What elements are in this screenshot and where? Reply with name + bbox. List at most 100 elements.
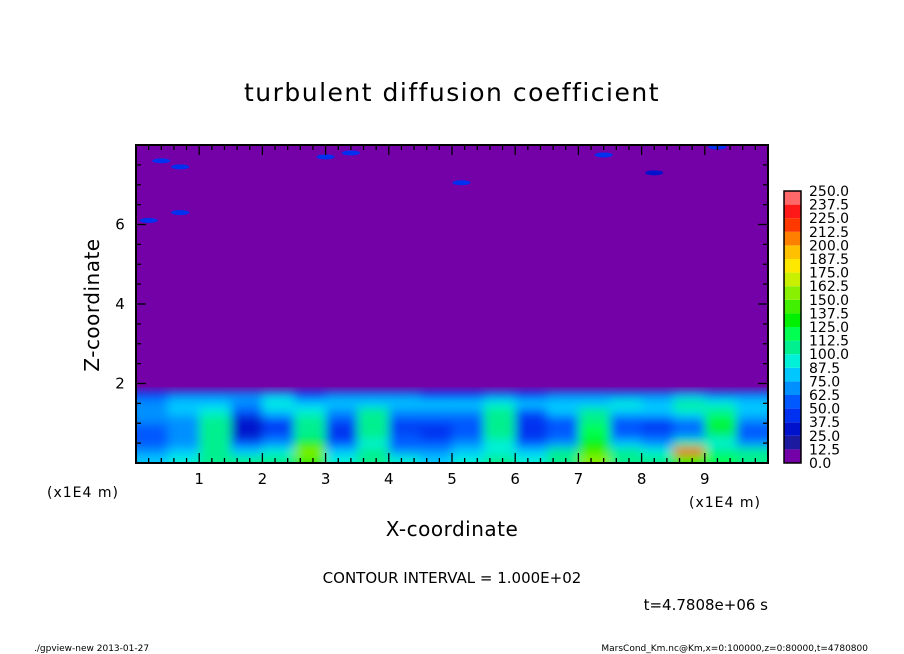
heatmap-cell: [736, 415, 768, 424]
heatmap-cell: [641, 439, 674, 448]
turbulent-patch: [171, 164, 190, 170]
colorbar-label: 62.5: [809, 388, 840, 404]
heatmap-cell: [578, 415, 611, 424]
colorbar-swatch: [784, 327, 801, 341]
colorbar-swatch: [784, 354, 801, 368]
heatmap-cell: [483, 399, 516, 408]
colorbar-swatch: [784, 259, 801, 273]
heatmap-cell: [641, 407, 674, 416]
heatmap-cell: [452, 407, 485, 416]
heatmap-cell: [136, 431, 169, 440]
heatmap-cell: [136, 407, 169, 416]
heatmap-cell: [578, 447, 611, 456]
heatmap-cell: [704, 407, 737, 416]
turbulent-patch: [139, 218, 158, 224]
colorbar-frame: [783, 190, 802, 464]
heatmap-cell: [673, 399, 706, 408]
heatmap-cell: [546, 431, 579, 440]
heatmap-cell: [704, 447, 737, 456]
heatmap-cell: [167, 415, 200, 424]
heatmap-cell: [641, 423, 674, 432]
heatmap-cell: [515, 399, 548, 408]
colorbar-label: 87.5: [809, 361, 840, 377]
colorbar-swatch: [784, 395, 801, 409]
heatmap-cell: [325, 455, 358, 463]
heatmap-cell: [136, 447, 169, 456]
x-unit-label-left: (x1E4 m): [47, 485, 119, 501]
heatmap-cell: [388, 447, 421, 456]
turbulent-patch: [152, 158, 171, 164]
heatmap-cell: [578, 391, 611, 400]
colorbar-swatch: [784, 231, 801, 246]
heatmap-cell: [704, 423, 737, 432]
heatmap-cell: [294, 399, 327, 408]
colorbar-label: 75.0: [809, 374, 840, 390]
heatmap-cell: [230, 399, 263, 408]
x-tick-label: 1: [194, 470, 204, 488]
colorbar-swatch: [784, 299, 801, 314]
turbulent-patch: [452, 180, 471, 186]
heatmap-cell: [736, 439, 768, 448]
heatmap-cell: [199, 447, 232, 456]
heatmap-cell: [452, 399, 485, 408]
heatmap-cell: [262, 455, 295, 463]
heatmap-cell: [136, 439, 169, 448]
heatmap-cell: [483, 447, 516, 456]
heatmap-cell: [515, 407, 548, 416]
turbulent-patch: [594, 152, 613, 158]
heatmap-cell: [388, 407, 421, 416]
colorbar-swatch: [784, 367, 801, 382]
colorbar-swatch: [784, 218, 801, 232]
x-tick-label: 4: [384, 470, 394, 488]
heatmap-cell: [262, 391, 295, 400]
colorbar-swatch: [784, 435, 801, 450]
colorbar-label: 225.0: [809, 211, 849, 227]
heatmap-cell: [357, 447, 390, 456]
heatmap-cell: [736, 391, 768, 400]
heatmap-cell: [325, 447, 358, 456]
chart-title: turbulent diffusion coefficient: [244, 78, 660, 107]
heatmap-cell: [325, 415, 358, 424]
heatmap-cell: [357, 399, 390, 408]
heatmap-cell: [420, 431, 453, 440]
x-tick-label: 9: [700, 470, 710, 488]
heatmap-cell: [420, 399, 453, 408]
heatmap-cell: [199, 455, 232, 463]
colorbar-label: 50.0: [809, 402, 840, 418]
heatmap-cell: [294, 431, 327, 440]
heatmap-cell: [262, 439, 295, 448]
heatmap-cell: [515, 415, 548, 424]
colorbar-swatch: [784, 272, 801, 287]
turbulent-patch: [341, 150, 360, 156]
heatmap-cell: [357, 431, 390, 440]
heatmap-cell: [641, 415, 674, 424]
heatmap-cell: [357, 391, 390, 400]
colorbar-swatch: [784, 313, 801, 327]
heatmap-cell: [515, 423, 548, 432]
time-label: t=4.7808e+06 s: [644, 596, 769, 614]
x-tick-label: 6: [510, 470, 520, 488]
heatmap-cell: [673, 439, 706, 448]
heatmap-cell: [294, 391, 327, 400]
heatmap-cell: [294, 423, 327, 432]
heatmap-cell: [388, 439, 421, 448]
heatmap-cell: [199, 423, 232, 432]
heatmap-cell: [452, 439, 485, 448]
colorbar-label: 200.0: [809, 238, 849, 254]
heatmap-cell: [483, 415, 516, 424]
heatmap-cell: [736, 399, 768, 408]
heatmap-cell: [452, 455, 485, 463]
heatmap-cell: [167, 447, 200, 456]
heatmap-cell: [167, 439, 200, 448]
heatmap-cell: [230, 447, 263, 456]
heatmap-cell: [199, 391, 232, 400]
heatmap-cell: [704, 399, 737, 408]
colorbar-swatch: [784, 191, 801, 205]
heatmap-cell: [136, 415, 169, 424]
heatmap-cell: [262, 415, 295, 424]
heatmap-cell: [199, 407, 232, 416]
heatmap-cell: [452, 431, 485, 440]
colorbar-label: 150.0: [809, 293, 849, 309]
colorbar-label: 112.5: [809, 334, 849, 350]
heatmap-cell: [136, 391, 169, 400]
